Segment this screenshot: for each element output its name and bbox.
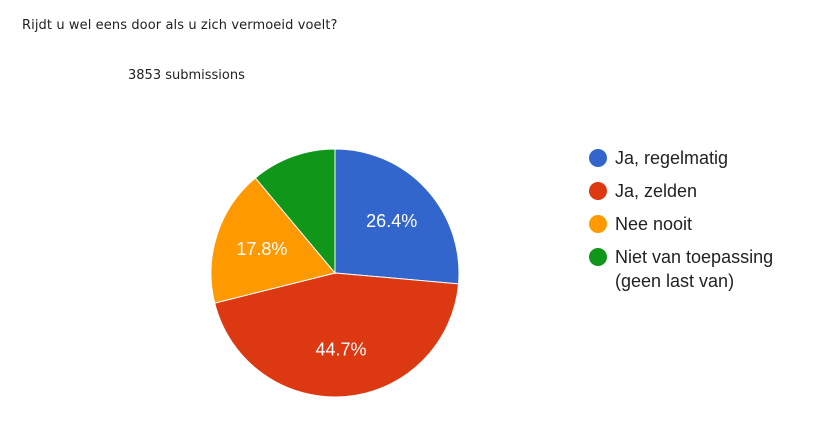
chart-legend: Ja, regelmatig Ja, zelden Nee nooit Niet… (589, 146, 773, 302)
submissions-count: 3853 submissions (128, 68, 245, 83)
slice-ja-regelmatig[interactable] (334, 148, 460, 285)
slice-ja-zelden[interactable] (214, 272, 460, 398)
slice-niet-van-toepassing[interactable] (254, 148, 336, 275)
legend-item-niet-van-toepassing[interactable]: Niet van toepassing (geen last van) (589, 245, 773, 293)
question-title: Rijdt u wel eens door als u zich vermoei… (22, 18, 338, 33)
slice-percentage-label: 17.8% (236, 239, 287, 259)
legend-item-ja-regelmatig[interactable]: Ja, regelmatig (589, 146, 773, 170)
slice-percentage-label: 44.7% (316, 340, 367, 360)
slice-nee-nooit[interactable] (210, 177, 336, 304)
legend-label: Ja, regelmatig (615, 148, 729, 168)
slice-percentage-label: 26.4% (366, 211, 417, 231)
legend-item-nee-nooit[interactable]: Nee nooit (589, 212, 773, 236)
legend-label: Niet van toepassing (geen last van) (615, 247, 774, 291)
legend-item-ja-zelden[interactable]: Ja, zelden (589, 179, 773, 203)
legend-dot-icon (589, 182, 607, 200)
legend-dot-icon (589, 149, 607, 167)
legend-label: Nee nooit (615, 214, 693, 234)
legend-label: Ja, zelden (615, 181, 698, 201)
legend-dot-icon (589, 215, 607, 233)
legend-dot-icon (589, 248, 607, 266)
